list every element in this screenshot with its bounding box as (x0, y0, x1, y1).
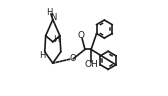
Text: O: O (77, 31, 84, 40)
Text: H: H (46, 8, 53, 17)
Text: O: O (69, 54, 76, 63)
Text: H: H (53, 35, 60, 44)
Text: N: N (50, 13, 56, 22)
Text: OH: OH (84, 60, 98, 69)
Text: H: H (39, 51, 46, 60)
